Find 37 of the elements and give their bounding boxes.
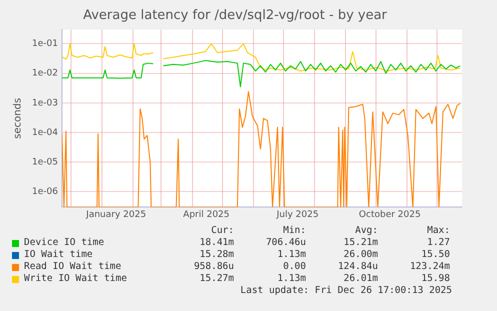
- text: 958.86u: [192, 261, 234, 273]
- chart-title: Average latency for /dev/sql2-vg/root - by year: [83, 8, 388, 24]
- y-tick-label: 1e-04: [32, 128, 58, 138]
- text: 26.00m: [342, 249, 378, 261]
- text: 0.00: [282, 261, 306, 273]
- x-tick-label: January 2025: [85, 210, 146, 220]
- text: 124.84u: [336, 261, 378, 273]
- x-tick-label: July 2025: [276, 210, 319, 220]
- text: Last update: Fri Dec 26 17:00:13 2025: [239, 285, 452, 297]
- y-tick-label: 1e-01: [32, 39, 58, 50]
- text: 15.27m: [198, 273, 234, 285]
- y-tick-label: 1e-06: [32, 187, 58, 198]
- legend-label: Device IO time: [24, 237, 104, 249]
- text: 15.98: [420, 273, 450, 285]
- text: Min:: [282, 225, 306, 237]
- text: 1.27: [426, 237, 450, 249]
- text: 15.28m: [198, 249, 234, 261]
- text: 15.50: [420, 249, 450, 261]
- text: 15.21m: [342, 237, 378, 249]
- text: Max:: [426, 225, 450, 237]
- text: 18.41m: [198, 237, 234, 249]
- text: Cur:: [210, 225, 234, 237]
- y-tick-label: 1e-03: [32, 98, 58, 108]
- x-tick-label: October 2025: [358, 210, 421, 220]
- text: 1.13m: [276, 249, 306, 261]
- legend-label: Write IO Wait time: [24, 273, 127, 285]
- y-axis-title: seconds: [12, 98, 24, 139]
- text: Avg:: [354, 225, 378, 237]
- text: 123.24m: [408, 261, 450, 273]
- y-tick-label: 1e-02: [32, 68, 58, 79]
- y-tick-label: 1e-05: [32, 157, 58, 168]
- text: 26.01m: [342, 273, 378, 285]
- x-tick-label: April 2025: [183, 210, 230, 220]
- text: 706.46u: [264, 237, 306, 249]
- legend-label: Read IO Wait time: [24, 261, 122, 273]
- text: 1.13m: [276, 273, 306, 285]
- legend-label: IO Wait time: [24, 249, 93, 261]
